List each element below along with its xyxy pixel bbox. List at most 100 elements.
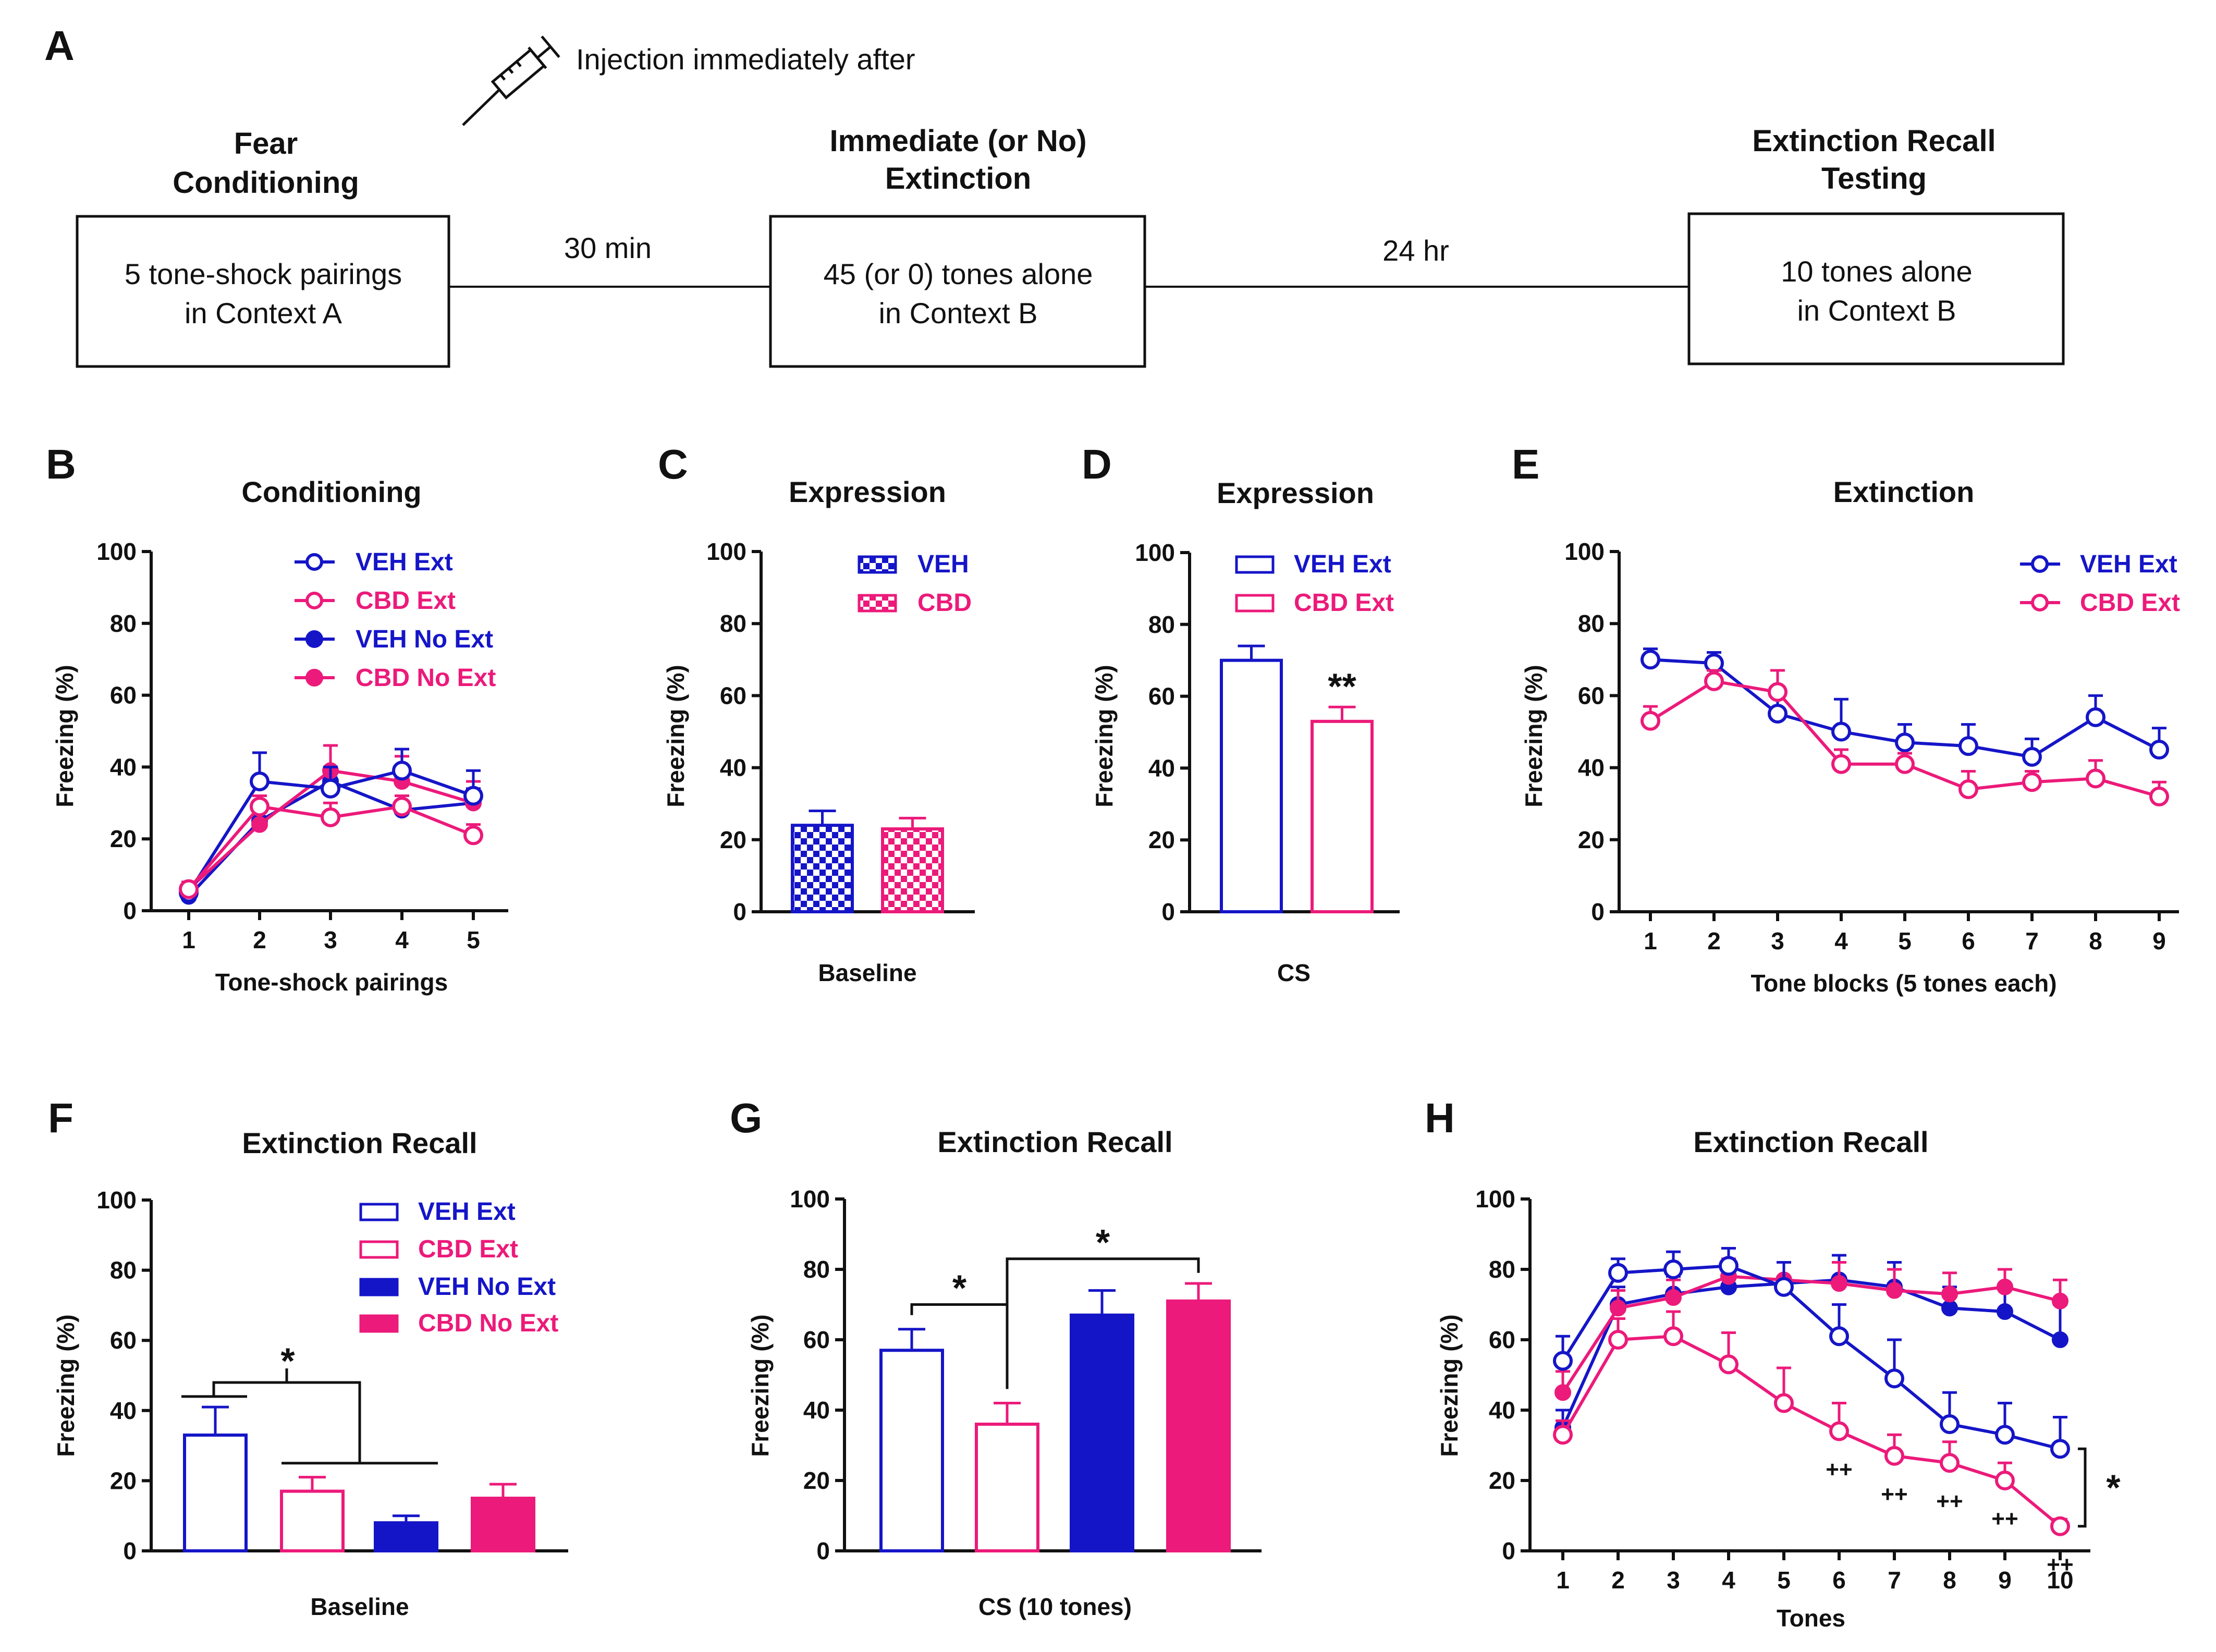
bar-cbd-ext bbox=[280, 1489, 345, 1553]
chart-b-ylabel: Freezing (%) bbox=[51, 665, 78, 807]
data-point bbox=[1995, 1425, 2015, 1445]
chart-c-ylabel: Freezing (%) bbox=[662, 665, 689, 807]
y-tick-label: 0 bbox=[123, 1537, 137, 1564]
chart-b-axes: 0 20 40 60 80 100 bbox=[96, 538, 508, 924]
data-point bbox=[1997, 1303, 2013, 1320]
stage2-box bbox=[769, 215, 1146, 368]
data-point bbox=[463, 786, 483, 806]
chart-g-ylabel: Freezing (%) bbox=[746, 1314, 774, 1457]
data-point bbox=[1831, 1275, 1847, 1292]
x-tick-label: 5 bbox=[1898, 927, 1912, 955]
chart-f-ylabel: Freezing (%) bbox=[52, 1314, 79, 1457]
x-tick-label: 4 bbox=[1722, 1567, 1735, 1594]
data-point bbox=[2086, 768, 2105, 789]
stage1-box-line1: 5 tone-shock pairings bbox=[125, 258, 402, 290]
data-point bbox=[251, 816, 268, 833]
y-tick-label: 0 bbox=[123, 897, 137, 924]
data-point bbox=[250, 797, 270, 817]
chart-c-legend: VEH CBD bbox=[858, 550, 972, 617]
y-tick-label: 80 bbox=[1489, 1256, 1515, 1283]
gap1-label: 30 min bbox=[564, 231, 652, 264]
significance-bracket: * bbox=[181, 1341, 438, 1465]
series-cbd-ext bbox=[1553, 1310, 2070, 1536]
data-point bbox=[2022, 772, 2042, 792]
data-point bbox=[1704, 671, 1724, 691]
y-tick-label: 60 bbox=[1578, 682, 1605, 709]
data-point bbox=[1831, 754, 1851, 774]
data-point bbox=[1941, 1300, 1958, 1317]
data-point bbox=[1663, 1259, 1683, 1279]
data-point bbox=[1884, 1368, 1904, 1389]
stage3-title-line2: Testing bbox=[1821, 162, 1927, 195]
data-point bbox=[321, 778, 340, 799]
data-point bbox=[1895, 732, 1915, 753]
legend-d-cbd-label: CBD Ext bbox=[1294, 589, 1394, 617]
data-point bbox=[1665, 1289, 1682, 1306]
syringe-icon bbox=[462, 35, 560, 126]
bar-veh-ext bbox=[183, 1433, 248, 1552]
stage1-box bbox=[76, 215, 450, 368]
data-point bbox=[1608, 1330, 1628, 1350]
plus-marker: ++ bbox=[2047, 1552, 2073, 1577]
y-tick-label: 60 bbox=[803, 1326, 830, 1353]
chart-d-xlabel: CS bbox=[1277, 959, 1311, 986]
x-tick-label: 1 bbox=[1644, 927, 1657, 955]
stage3-box-line1: 10 tones alone bbox=[1781, 255, 1972, 288]
bracket-line bbox=[910, 1303, 1009, 1389]
chart-b-plot: 1 2 3 4 5 bbox=[179, 744, 483, 953]
bar-veh bbox=[791, 824, 854, 914]
data-point bbox=[1886, 1282, 1903, 1299]
y-tick-label: 100 bbox=[1475, 1185, 1515, 1213]
x-tick-label: 9 bbox=[1998, 1567, 2012, 1594]
y-tick-label: 40 bbox=[110, 1397, 137, 1424]
series-cbd-ext bbox=[179, 794, 483, 899]
series-cbd-no-ext bbox=[1554, 1257, 2068, 1401]
data-point bbox=[1831, 721, 1851, 742]
legend-c-veh-label: VEH bbox=[917, 550, 969, 578]
bar-veh-no-ext bbox=[1070, 1313, 1134, 1552]
panel-letter-f: F bbox=[48, 1095, 74, 1141]
chart-c-axes: 0 20 40 60 80 100 bbox=[706, 538, 975, 925]
x-tick-label: 2 bbox=[253, 926, 266, 953]
chart-d-plot: ** bbox=[1220, 644, 1374, 913]
y-tick-label: 80 bbox=[1578, 610, 1605, 637]
significance-marker: * bbox=[952, 1268, 967, 1308]
bracket-line bbox=[1006, 1257, 1200, 1305]
panel-letter-e: E bbox=[1512, 441, 1539, 487]
data-point bbox=[1554, 1384, 1571, 1401]
chart-g-xlabel: CS (10 tones) bbox=[978, 1593, 1132, 1620]
y-tick-label: 80 bbox=[720, 610, 746, 637]
y-tick-label: 40 bbox=[803, 1397, 830, 1424]
chart-e-legend: VEH Ext CBD Ext bbox=[2020, 550, 2180, 617]
y-tick-label: 100 bbox=[1135, 539, 1175, 566]
x-tick-label: 10 bbox=[2047, 1567, 2073, 1594]
y-tick-label: 20 bbox=[1489, 1467, 1515, 1494]
data-point bbox=[1768, 682, 1788, 702]
y-tick-label: 20 bbox=[720, 826, 746, 853]
data-point bbox=[1884, 1446, 1904, 1466]
legend-f-veh-noext-label: VEH No Ext bbox=[418, 1273, 556, 1301]
y-tick-label: 0 bbox=[1591, 898, 1605, 925]
data-point bbox=[1995, 1471, 2015, 1490]
x-tick-label: 8 bbox=[1943, 1567, 1956, 1594]
legend-f-cbd-ext-swatch bbox=[359, 1240, 399, 1259]
chart-c-plot bbox=[791, 810, 944, 914]
significance-marker: * bbox=[280, 1341, 295, 1381]
legend-e-cbd-ext-marker bbox=[2031, 594, 2049, 611]
legend-e-cbd-ext-label: CBD Ext bbox=[2080, 589, 2180, 617]
chart-e-xlabel: Tone blocks (5 tones each) bbox=[1750, 970, 2056, 997]
legend-c-cbd-swatch bbox=[858, 594, 897, 613]
x-tick-label: 3 bbox=[1667, 1567, 1680, 1594]
y-tick-label: 100 bbox=[790, 1185, 830, 1213]
significance-brackets: ** bbox=[910, 1222, 1200, 1389]
data-point bbox=[2052, 1331, 2068, 1348]
x-tick-label: 4 bbox=[395, 926, 409, 953]
data-point bbox=[321, 807, 340, 827]
bar-veh-ext bbox=[1220, 658, 1283, 913]
bar-cbd-ext bbox=[975, 1423, 1039, 1552]
plus-marker: ++ bbox=[1826, 1457, 1852, 1483]
chart-e-plot: 1 2 3 4 5 6 7 8 9 bbox=[1640, 647, 2169, 955]
panel-letter-d: D bbox=[1082, 441, 1112, 487]
chart-h-title: Extinction Recall bbox=[1693, 1125, 1928, 1158]
